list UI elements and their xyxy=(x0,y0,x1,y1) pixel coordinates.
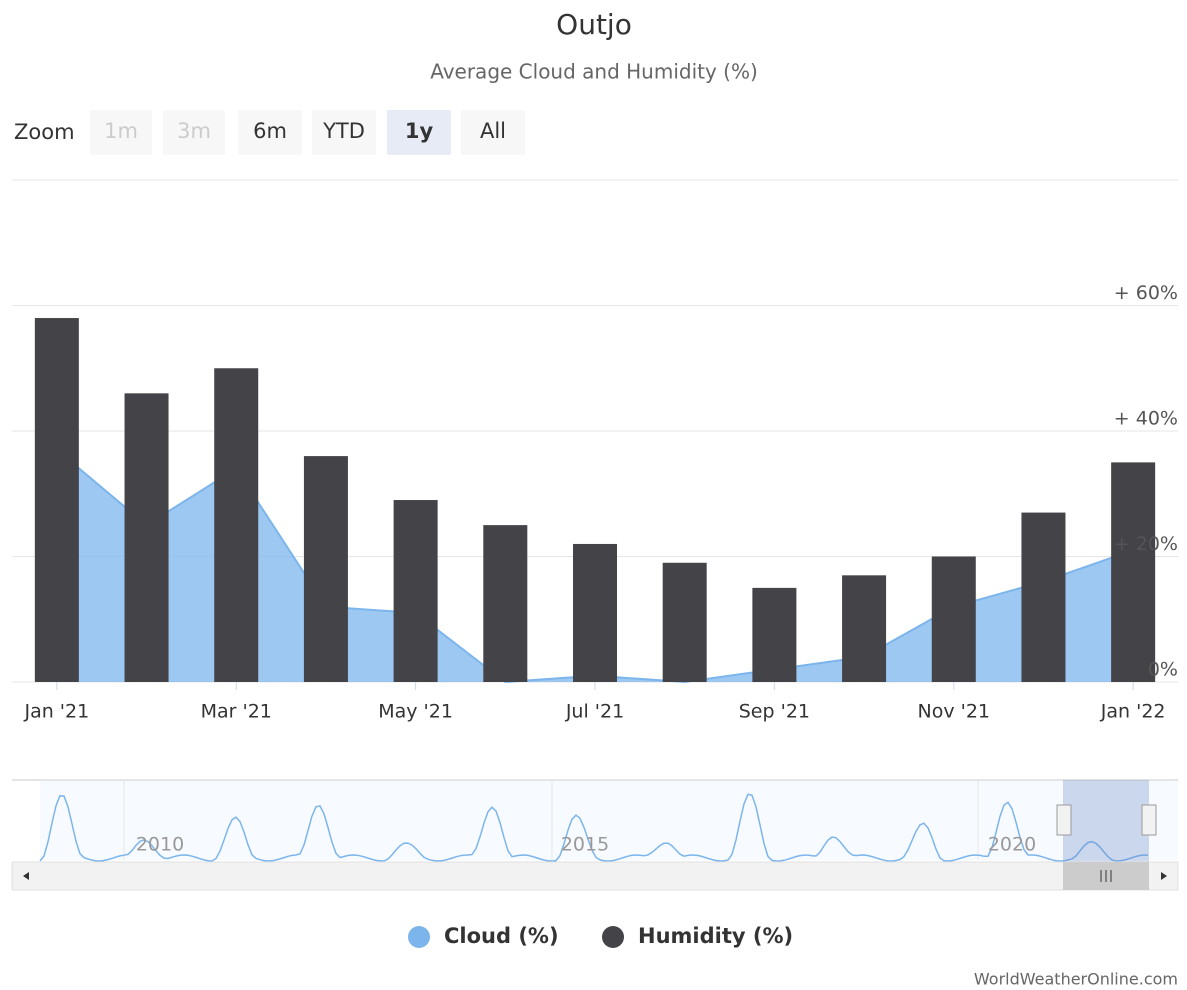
chart-title: Outjo xyxy=(556,8,632,41)
zoom-button-label: YTD xyxy=(322,119,365,143)
legend-label[interactable]: Cloud (%) xyxy=(444,924,559,948)
zoom-button-label: 1m xyxy=(104,119,138,143)
zoom-button[interactable] xyxy=(312,110,376,155)
y-tick-label: + 20% xyxy=(1114,533,1178,555)
navigator-handle[interactable] xyxy=(1141,804,1157,836)
bar xyxy=(752,587,797,682)
bar xyxy=(573,543,617,682)
legend-label[interactable]: Humidity (%) xyxy=(638,924,793,948)
zoom-button[interactable] xyxy=(461,110,525,155)
bar xyxy=(662,562,707,682)
zoom-button-label: 6m xyxy=(253,119,287,143)
bar xyxy=(124,393,169,682)
legend-symbol[interactable] xyxy=(602,926,624,948)
navigator-selection[interactable] xyxy=(1063,780,1149,862)
x-tick-label: Jan '21 xyxy=(23,701,89,723)
y-tick-label: 0% xyxy=(1148,659,1178,681)
bar xyxy=(303,456,348,682)
x-tick-label: Mar '21 xyxy=(201,701,272,723)
navigator-handle[interactable] xyxy=(1056,804,1072,836)
navigator-bg xyxy=(40,780,1178,860)
zoom-button-label: All xyxy=(480,119,506,143)
navigator-label: 2010 xyxy=(136,834,184,856)
zoom-button[interactable] xyxy=(387,110,451,155)
navigator-label: 2020 xyxy=(988,834,1036,856)
bar xyxy=(1021,512,1066,682)
zoom-button xyxy=(163,110,225,155)
scrollbar-grip xyxy=(1100,870,1112,882)
bar xyxy=(34,318,79,682)
scroll-left[interactable] xyxy=(23,872,29,880)
legend-symbol[interactable] xyxy=(408,926,430,948)
navigator-label: 2015 xyxy=(561,834,609,856)
chart-subtitle: Average Cloud and Humidity (%) xyxy=(430,60,758,84)
bar xyxy=(842,575,887,682)
zoom-label: Zoom xyxy=(14,120,75,144)
x-tick-label: Sep '21 xyxy=(739,701,810,723)
bar xyxy=(931,556,976,682)
credit: WorldWeatherOnline.com xyxy=(974,970,1178,989)
y-tick-label: + 40% xyxy=(1114,408,1178,430)
plot-area xyxy=(12,305,1178,684)
x-tick-label: May '21 xyxy=(378,701,453,723)
x-tick-label: Jul '21 xyxy=(565,701,624,723)
zoom-button-label: 1y xyxy=(405,119,434,143)
zoom-button[interactable] xyxy=(238,110,302,155)
bar xyxy=(393,500,438,682)
zoom-button xyxy=(90,110,152,155)
bar xyxy=(214,368,259,682)
bar xyxy=(1111,462,1156,682)
navigator xyxy=(11,779,1179,891)
bar xyxy=(483,525,528,682)
y-tick-label: + 60% xyxy=(1114,282,1178,304)
scroll-right[interactable] xyxy=(1161,872,1167,880)
zoom-button-label: 3m xyxy=(177,119,211,143)
scrollbar-track[interactable] xyxy=(11,861,1179,891)
x-tick-label: Jan '22 xyxy=(1100,701,1166,723)
navigator-series xyxy=(39,793,1149,862)
x-tick-label: Nov '21 xyxy=(918,701,991,723)
